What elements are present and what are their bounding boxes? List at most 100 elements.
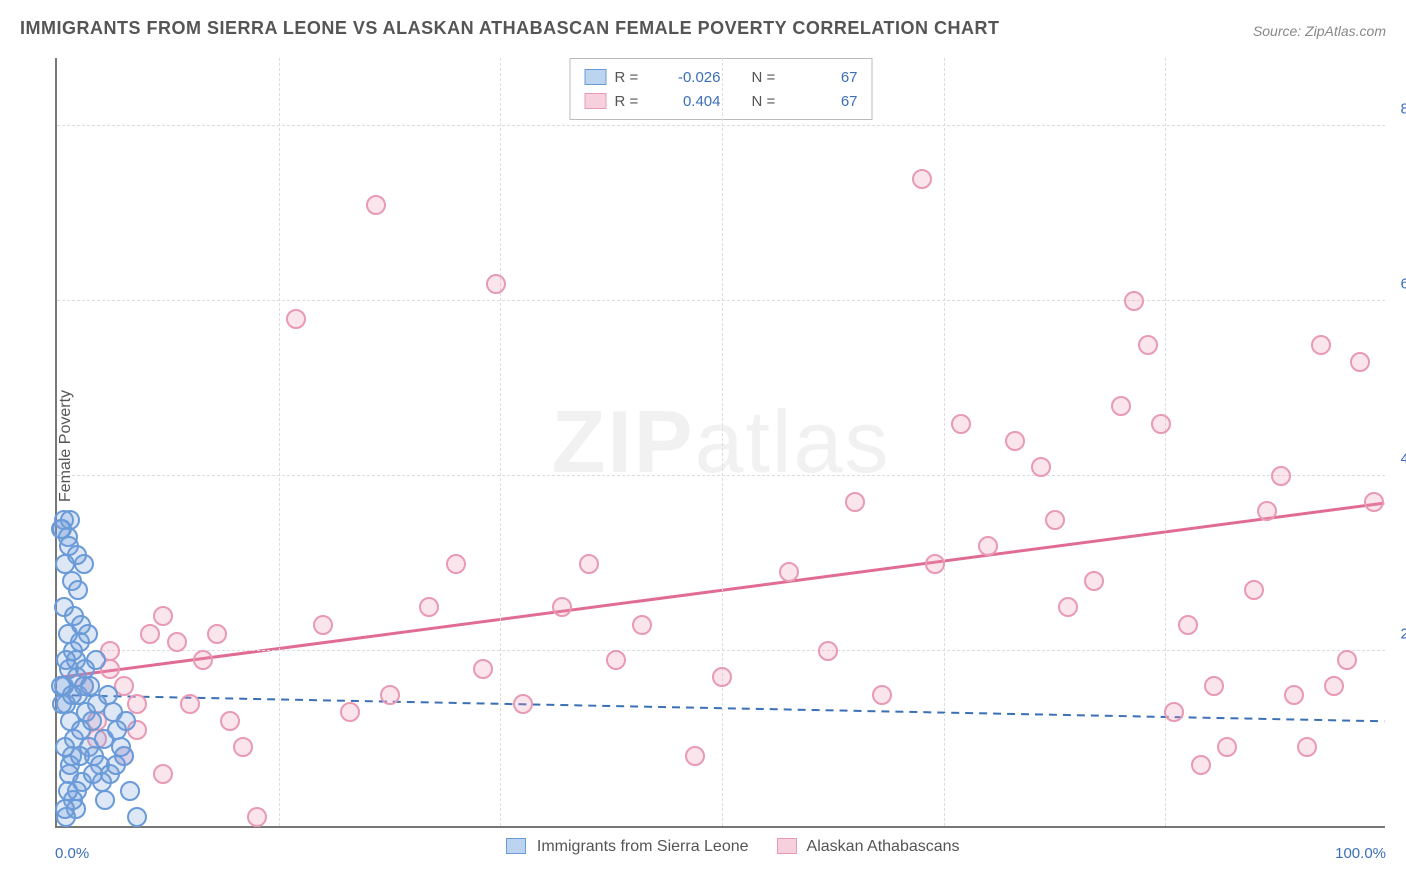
legend-r-label: R = — [615, 69, 653, 86]
gridline-vertical — [500, 58, 501, 826]
legend-n-value-1: 67 — [798, 69, 858, 86]
scatter-point — [127, 807, 147, 827]
scatter-point — [55, 799, 75, 819]
scatter-point — [68, 580, 88, 600]
scatter-point — [513, 694, 533, 714]
scatter-point — [1204, 676, 1224, 696]
scatter-point — [1164, 702, 1184, 722]
scatter-point — [1031, 457, 1051, 477]
scatter-point — [313, 615, 333, 635]
legend-swatch-1 — [506, 838, 526, 854]
y-tick-label: 60.0% — [1393, 276, 1406, 293]
scatter-point — [779, 562, 799, 582]
scatter-point — [1005, 431, 1025, 451]
scatter-point — [632, 615, 652, 635]
scatter-point — [56, 650, 76, 670]
gridline-horizontal — [57, 650, 1385, 651]
scatter-point — [120, 781, 140, 801]
scatter-point — [95, 790, 115, 810]
scatter-point — [552, 597, 572, 617]
scatter-point — [845, 492, 865, 512]
chart-container: IMMIGRANTS FROM SIERRA LEONE VS ALASKAN … — [0, 0, 1406, 892]
scatter-point — [1284, 685, 1304, 705]
gridline-vertical — [944, 58, 945, 826]
scatter-point — [951, 414, 971, 434]
scatter-point — [446, 554, 466, 574]
x-tick-0: 0.0% — [55, 845, 89, 862]
legend-swatch-2 — [777, 838, 797, 854]
scatter-point — [1151, 414, 1171, 434]
legend-row-series-2: R = 0.404 N = 67 — [585, 89, 858, 113]
trend-lines-svg — [57, 58, 1385, 826]
scatter-point — [1045, 510, 1065, 530]
legend-swatch-2 — [585, 93, 607, 109]
legend-r-value-1: -0.026 — [661, 69, 721, 86]
scatter-point — [1178, 615, 1198, 635]
legend-label-1: Immigrants from Sierra Leone — [537, 838, 749, 855]
y-tick-label: 40.0% — [1393, 451, 1406, 468]
legend-n-value-2: 67 — [798, 93, 858, 110]
scatter-point — [1364, 492, 1384, 512]
scatter-point — [83, 764, 103, 784]
trend-line — [58, 695, 1385, 721]
scatter-point — [71, 615, 91, 635]
legend-label-2: Alaskan Athabascans — [807, 838, 960, 855]
scatter-point — [1244, 580, 1264, 600]
scatter-point — [233, 737, 253, 757]
legend-swatch-1 — [585, 69, 607, 85]
scatter-point — [51, 519, 71, 539]
scatter-point — [366, 195, 386, 215]
scatter-point — [1350, 352, 1370, 372]
scatter-point — [1297, 737, 1317, 757]
scatter-point — [286, 309, 306, 329]
scatter-point — [1337, 650, 1357, 670]
scatter-point — [1217, 737, 1237, 757]
scatter-point — [180, 694, 200, 714]
scatter-point — [1058, 597, 1078, 617]
scatter-point — [473, 659, 493, 679]
y-tick-label: 20.0% — [1393, 626, 1406, 643]
scatter-point — [1311, 335, 1331, 355]
trend-line — [58, 503, 1385, 678]
scatter-point — [127, 694, 147, 714]
scatter-point — [106, 755, 126, 775]
scatter-point — [685, 746, 705, 766]
legend-bottom: Immigrants from Sierra Leone Alaskan Ath… — [57, 838, 1385, 856]
scatter-point — [247, 807, 267, 827]
scatter-point — [978, 536, 998, 556]
scatter-point — [153, 606, 173, 626]
scatter-point — [116, 711, 136, 731]
scatter-point — [579, 554, 599, 574]
scatter-point — [220, 711, 240, 731]
scatter-point — [62, 685, 82, 705]
watermark: ZIPatlas — [552, 391, 891, 493]
scatter-point — [207, 624, 227, 644]
x-tick-100: 100.0% — [1335, 845, 1386, 862]
scatter-point — [712, 667, 732, 687]
source-attribution: Source: ZipAtlas.com — [1253, 23, 1386, 39]
scatter-point — [86, 650, 106, 670]
scatter-point — [1111, 396, 1131, 416]
scatter-point — [818, 641, 838, 661]
gridline-vertical — [279, 58, 280, 826]
gridline-horizontal — [57, 475, 1385, 476]
gridline-horizontal — [57, 125, 1385, 126]
scatter-point — [1084, 571, 1104, 591]
scatter-point — [193, 650, 213, 670]
plot-area: ZIPatlas R = -0.026 N = 67 R = 0.404 N =… — [55, 58, 1385, 828]
gridline-horizontal — [57, 300, 1385, 301]
scatter-point — [1271, 466, 1291, 486]
scatter-point — [1257, 501, 1277, 521]
scatter-point — [340, 702, 360, 722]
scatter-point — [82, 711, 102, 731]
scatter-point — [140, 624, 160, 644]
scatter-point — [380, 685, 400, 705]
scatter-point — [80, 676, 100, 696]
scatter-point — [486, 274, 506, 294]
chart-title: IMMIGRANTS FROM SIERRA LEONE VS ALASKAN … — [20, 18, 1000, 39]
legend-r-value-2: 0.404 — [661, 93, 721, 110]
legend-n-label: N = — [752, 69, 790, 86]
scatter-point — [67, 545, 87, 565]
legend-n-label: N = — [752, 93, 790, 110]
scatter-point — [1191, 755, 1211, 775]
